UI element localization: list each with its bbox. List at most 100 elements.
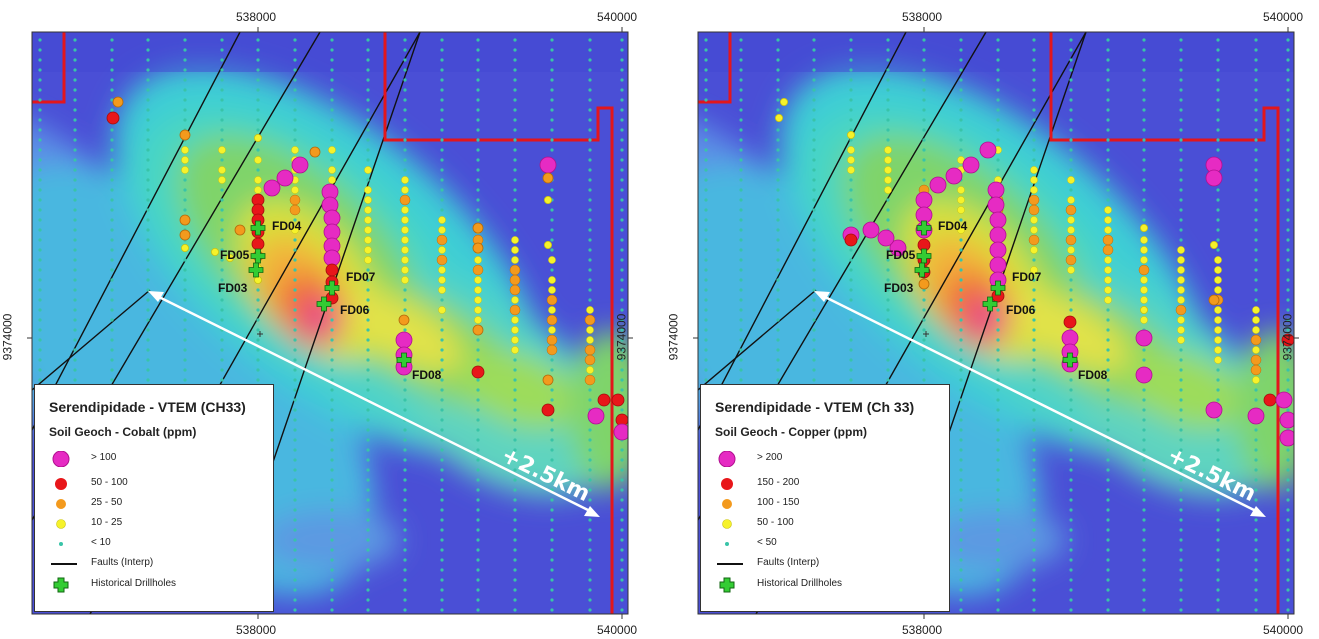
soil-sample bbox=[110, 178, 114, 182]
soil-sample bbox=[849, 248, 853, 252]
soil-sample bbox=[776, 248, 780, 252]
soil-sample bbox=[1175, 304, 1187, 316]
soil-sample bbox=[293, 368, 297, 372]
soil-sample bbox=[1142, 438, 1146, 442]
soil-sample-anomalous bbox=[989, 226, 1007, 244]
soil-sample bbox=[73, 228, 77, 232]
soil-sample bbox=[959, 388, 963, 392]
soil-sample bbox=[366, 88, 370, 92]
soil-sample bbox=[620, 448, 624, 452]
soil-sample bbox=[739, 188, 743, 192]
soil-sample bbox=[996, 458, 1000, 462]
soil-sample bbox=[776, 38, 780, 42]
soil-sample bbox=[704, 78, 708, 82]
soil-sample bbox=[584, 374, 596, 386]
soil-sample bbox=[328, 176, 336, 184]
soil-sample bbox=[588, 588, 592, 592]
legend-symbol-class-4 bbox=[56, 519, 66, 529]
soil-sample bbox=[1254, 128, 1258, 132]
soil-sample bbox=[849, 218, 853, 222]
soil-sample bbox=[1032, 88, 1036, 92]
soil-sample bbox=[849, 358, 853, 362]
soil-sample bbox=[1286, 158, 1290, 162]
soil-sample bbox=[1032, 418, 1036, 422]
soil-sample bbox=[886, 78, 890, 82]
soil-sample bbox=[293, 448, 297, 452]
soil-sample bbox=[293, 78, 297, 82]
soil-sample bbox=[1254, 398, 1258, 402]
soil-sample bbox=[1106, 548, 1110, 552]
soil-sample bbox=[1179, 438, 1183, 442]
soil-sample bbox=[146, 318, 150, 322]
soil-sample bbox=[739, 78, 743, 82]
soil-sample bbox=[1214, 356, 1222, 364]
soil-sample bbox=[550, 228, 554, 232]
soil-sample bbox=[849, 278, 853, 282]
soil-sample bbox=[440, 588, 444, 592]
soil-sample bbox=[38, 378, 42, 382]
soil-sample bbox=[476, 48, 480, 52]
soil-sample bbox=[1032, 458, 1036, 462]
soil-sample bbox=[293, 268, 297, 272]
soil-sample bbox=[1069, 458, 1073, 462]
soil-sample bbox=[1032, 468, 1036, 472]
soil-sample bbox=[620, 458, 624, 462]
legend-faults-label: Faults (Interp) bbox=[757, 557, 820, 568]
soil-sample bbox=[440, 348, 444, 352]
soil-sample bbox=[1254, 248, 1258, 252]
soil-sample bbox=[1142, 358, 1146, 362]
soil-sample bbox=[550, 188, 554, 192]
soil-sample-anomalous bbox=[472, 242, 484, 254]
soil-sample bbox=[849, 328, 853, 332]
soil-sample bbox=[1032, 438, 1036, 442]
soil-sample bbox=[959, 518, 963, 522]
soil-sample bbox=[403, 88, 407, 92]
soil-sample bbox=[256, 98, 260, 102]
vtem-anomaly bbox=[32, 164, 375, 596]
soil-sample bbox=[73, 38, 77, 42]
soil-sample bbox=[550, 218, 554, 222]
soil-sample bbox=[1028, 204, 1040, 216]
legend-label-class-1: > 200 bbox=[757, 452, 783, 463]
soil-sample-anomalous bbox=[877, 229, 895, 247]
soil-sample bbox=[476, 588, 480, 592]
soil-sample bbox=[440, 498, 444, 502]
soil-sample bbox=[1104, 296, 1112, 304]
soil-sample bbox=[476, 528, 480, 532]
soil-sample bbox=[1032, 368, 1036, 372]
soil-sample-anomalous bbox=[962, 156, 980, 174]
soil-sample bbox=[812, 208, 816, 212]
soil-sample bbox=[293, 108, 297, 112]
soil-sample bbox=[1216, 148, 1220, 152]
soil-sample bbox=[959, 598, 963, 602]
soil-sample bbox=[739, 218, 743, 222]
soil-sample bbox=[146, 308, 150, 312]
soil-sample bbox=[403, 578, 407, 582]
soil-sample bbox=[256, 68, 260, 72]
soil-sample bbox=[812, 118, 816, 122]
soil-sample bbox=[1142, 468, 1146, 472]
soil-sample bbox=[183, 118, 187, 122]
fault-line bbox=[698, 32, 907, 431]
soil-sample bbox=[1286, 388, 1290, 392]
soil-sample bbox=[776, 228, 780, 232]
soil-sample bbox=[476, 538, 480, 542]
soil-sample bbox=[218, 146, 226, 154]
soil-sample bbox=[440, 78, 444, 82]
soil-sample bbox=[220, 48, 224, 52]
soil-sample bbox=[474, 286, 482, 294]
soil-sample bbox=[330, 458, 334, 462]
soil-sample-anomalous bbox=[945, 167, 963, 185]
soil-sample bbox=[1179, 348, 1183, 352]
soil-sample bbox=[1106, 518, 1110, 522]
soil-sample bbox=[513, 548, 517, 552]
soil-sample bbox=[293, 218, 297, 222]
soil-sample bbox=[959, 478, 963, 482]
soil-sample bbox=[1142, 528, 1146, 532]
soil-sample bbox=[1032, 428, 1036, 432]
soil-sample bbox=[996, 338, 1000, 342]
soil-sample bbox=[1179, 58, 1183, 62]
soil-sample bbox=[1214, 346, 1222, 354]
soil-sample bbox=[620, 348, 624, 352]
